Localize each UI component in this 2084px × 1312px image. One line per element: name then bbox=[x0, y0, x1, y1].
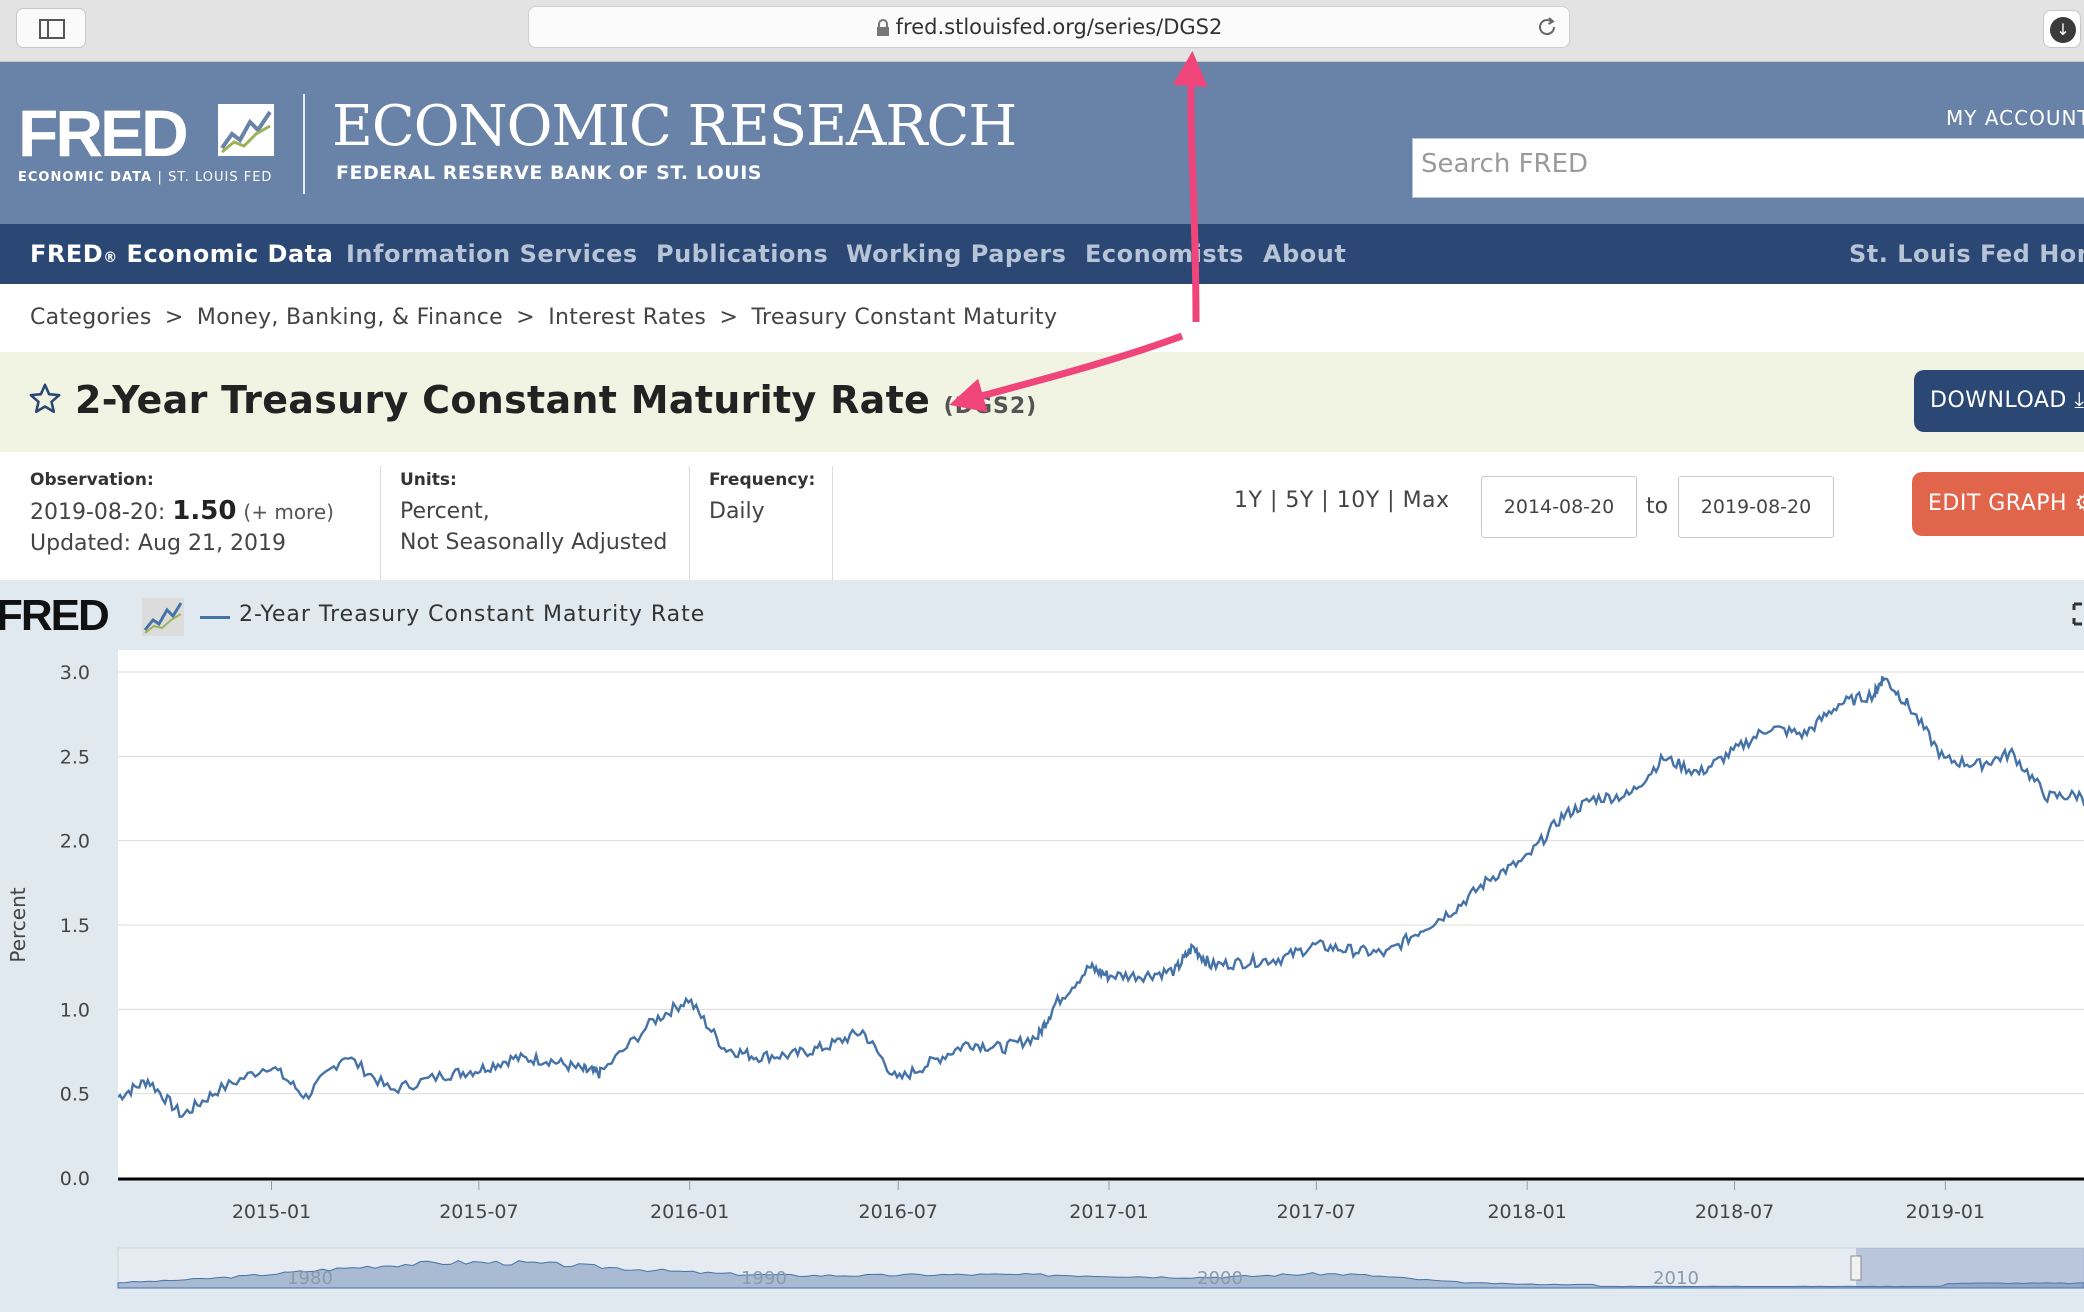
y-tick-label: 1.0 bbox=[60, 999, 90, 1021]
series-info-row: Observation: 2019-08-20: 1.50 (+ more) U… bbox=[0, 452, 2084, 580]
date-to-label: to bbox=[1646, 494, 1669, 519]
legend-line-swatch bbox=[200, 616, 230, 619]
y-tick-label: 0.5 bbox=[60, 1084, 90, 1106]
nav-economists[interactable]: Economists bbox=[1085, 240, 1244, 268]
x-tick-label: 2015-07 bbox=[439, 1201, 518, 1223]
nav-st-louis-fed-home[interactable]: St. Louis Fed Home bbox=[1849, 240, 2084, 268]
star-icon[interactable] bbox=[28, 382, 62, 416]
y-tick-label: 0.0 bbox=[60, 1168, 90, 1190]
breadcrumb-treasury-constant-maturity[interactable]: Treasury Constant Maturity bbox=[751, 305, 1058, 330]
breadcrumb: Categories > Money, Banking, & Finance >… bbox=[30, 305, 1063, 330]
nav-publications[interactable]: Publications bbox=[656, 240, 829, 268]
site-header: FRED ECONOMIC DATA | ST. LOUIS FED ECONO… bbox=[0, 62, 2084, 224]
units-line-1: Percent, bbox=[400, 499, 490, 524]
download-arrow-icon: ↓ bbox=[2050, 17, 2076, 43]
header-divider bbox=[303, 94, 305, 194]
legend-series-name[interactable]: 2-Year Treasury Constant Maturity Rate bbox=[239, 602, 706, 627]
units-info: Units: Percent, Not Seasonally Adjusted bbox=[400, 470, 667, 558]
range-10y[interactable]: 10Y bbox=[1336, 488, 1380, 513]
info-divider bbox=[380, 466, 381, 580]
download-icon: ⤓ bbox=[2074, 388, 2084, 413]
y-axis-label: Percent bbox=[6, 887, 30, 962]
federal-reserve-subtitle: FEDERAL RESERVE BANK OF ST. LOUIS bbox=[336, 162, 762, 184]
navigator-year-label: 1990 bbox=[741, 1268, 787, 1289]
range-max[interactable]: Max bbox=[1402, 488, 1450, 513]
sidebar-toggle-button[interactable] bbox=[16, 8, 86, 48]
fred-logo-subtitle: ECONOMIC DATA | ST. LOUIS FED bbox=[18, 170, 273, 185]
info-divider bbox=[832, 466, 833, 580]
lock-icon bbox=[876, 19, 889, 36]
navigator-year-label: 1980 bbox=[287, 1268, 333, 1289]
nav-working-papers[interactable]: Working Papers bbox=[846, 240, 1067, 268]
breadcrumb-money-banking-finance[interactable]: Money, Banking, & Finance bbox=[196, 305, 503, 330]
units-label: Units: bbox=[400, 470, 457, 490]
navigator-year-label: 2000 bbox=[1197, 1268, 1243, 1289]
x-tick-label: 2015-01 bbox=[232, 1201, 311, 1223]
edit-graph-button[interactable]: EDIT GRAPH ⚙ bbox=[1912, 472, 2084, 536]
downloads-button[interactable]: ↓ bbox=[2043, 10, 2081, 48]
breadcrumb-categories[interactable]: Categories bbox=[30, 305, 152, 330]
gear-icon: ⚙ bbox=[2075, 491, 2084, 516]
y-tick-label: 2.5 bbox=[60, 746, 90, 768]
updated-date: Updated: Aug 21, 2019 bbox=[30, 531, 286, 556]
observation-more-link[interactable]: (+ more) bbox=[243, 500, 334, 524]
x-tick-label: 2017-01 bbox=[1069, 1201, 1148, 1223]
date-range-presets: 1Y | 5Y | 10Y | Max bbox=[1234, 488, 1450, 513]
y-tick-label: 2.0 bbox=[60, 831, 90, 853]
range-1y[interactable]: 1Y bbox=[1234, 488, 1263, 513]
fullscreen-icon[interactable] bbox=[2072, 602, 2084, 626]
x-tick-label: 2017-07 bbox=[1277, 1201, 1356, 1223]
start-date-input[interactable]: 2014-08-20 bbox=[1481, 476, 1637, 538]
navigator-handle[interactable] bbox=[1850, 1255, 1862, 1281]
fred-chart-logo-icon bbox=[218, 104, 274, 156]
chart-area[interactable]: 0.0 0.5 1.0 1.5 2.0 2.5 3.0 2015-01 2015-07 2016-… bbox=[0, 580, 2084, 1312]
browser-toolbar: fred.stlouisfed.org/series/DGS2 ↓ bbox=[0, 0, 2084, 62]
chart-panel: 0.0 0.5 1.0 1.5 2.0 2.5 3.0 2015-01 2015-07 2016-… bbox=[0, 580, 2084, 1312]
x-tick-label: 2019-01 bbox=[1906, 1201, 1985, 1223]
address-bar[interactable]: fred.stlouisfed.org/series/DGS2 bbox=[528, 6, 1570, 48]
my-account-link[interactable]: MY ACCOUNT bbox=[1946, 106, 2084, 130]
search-input[interactable]: Search FRED bbox=[1412, 138, 2084, 198]
units-line-2: Not Seasonally Adjusted bbox=[400, 530, 668, 555]
frequency-value: Daily bbox=[709, 499, 765, 524]
observation-value: 2019-08-20: 1.50 (+ more) bbox=[30, 496, 334, 526]
frequency-label: Frequency: bbox=[709, 470, 816, 490]
fred-logo[interactable]: FRED bbox=[18, 96, 189, 170]
navigator-selection[interactable] bbox=[1856, 1248, 2084, 1288]
nav-about[interactable]: About bbox=[1263, 240, 1347, 268]
frequency-info: Frequency: Daily bbox=[709, 470, 815, 527]
reload-icon[interactable] bbox=[1535, 15, 1559, 39]
x-tick-label: 2018-01 bbox=[1487, 1201, 1566, 1223]
end-date-input[interactable]: 2019-08-20 bbox=[1678, 476, 1834, 538]
chart-fred-logo: FRED bbox=[0, 591, 110, 640]
sidebar-icon bbox=[39, 19, 65, 39]
navigator-series bbox=[117, 1260, 2084, 1289]
observation-info: Observation: 2019-08-20: 1.50 (+ more) U… bbox=[30, 470, 334, 559]
observation-label: Observation: bbox=[30, 470, 154, 490]
breadcrumb-separator: > bbox=[516, 305, 535, 330]
series-code: (DGS2) bbox=[943, 394, 1038, 419]
x-tick-label: 2016-01 bbox=[650, 1201, 729, 1223]
series-title: 2-Year Treasury Constant Maturity Rate (… bbox=[75, 378, 1038, 422]
range-5y[interactable]: 5Y bbox=[1285, 488, 1314, 513]
x-tick-label: 2016-07 bbox=[859, 1201, 938, 1223]
series-title-bar: 2-Year Treasury Constant Maturity Rate (… bbox=[0, 352, 2084, 452]
main-nav: FRED® Economic Data Information Services… bbox=[0, 224, 2084, 284]
breadcrumb-separator: > bbox=[719, 305, 739, 330]
nav-information-services[interactable]: Information Services bbox=[346, 240, 638, 268]
y-tick-label: 3.0 bbox=[60, 662, 90, 684]
breadcrumb-separator: > bbox=[164, 305, 184, 330]
search-placeholder: Search FRED bbox=[1421, 149, 1589, 179]
breadcrumb-interest-rates[interactable]: Interest Rates bbox=[548, 305, 707, 330]
y-tick-label: 1.5 bbox=[60, 915, 90, 937]
navigator-year-label: 2010 bbox=[1653, 1268, 1699, 1289]
economic-research-title[interactable]: ECONOMIC RESEARCH bbox=[332, 94, 1017, 159]
download-button[interactable]: DOWNLOAD ⤓ bbox=[1914, 370, 2084, 432]
x-tick-label: 2018-07 bbox=[1695, 1201, 1774, 1223]
series-line[interactable] bbox=[118, 675, 2084, 1118]
info-divider bbox=[689, 466, 690, 580]
chart-fred-logo-icon bbox=[142, 598, 184, 636]
nav-fred-economic-data[interactable]: FRED® Economic Data bbox=[30, 240, 334, 268]
url-text: fred.stlouisfed.org/series/DGS2 bbox=[895, 15, 1223, 39]
